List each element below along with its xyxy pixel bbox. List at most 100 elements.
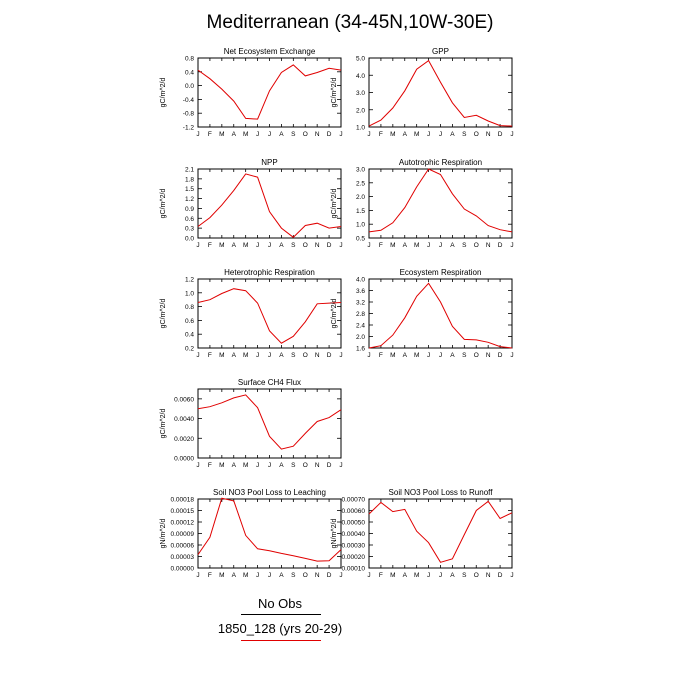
x-tick-label: O: [303, 352, 308, 359]
x-tick-label: J: [510, 131, 513, 138]
x-tick-label: O: [303, 572, 308, 579]
x-tick-label: A: [232, 462, 237, 469]
y-tick-label: 0.00012: [171, 520, 195, 527]
x-tick-label: J: [256, 131, 259, 138]
x-tick-label: F: [208, 242, 212, 249]
x-tick-label: A: [450, 131, 455, 138]
x-tick-label: A: [279, 462, 284, 469]
y-tick-label: 3.2: [356, 300, 365, 307]
x-tick-label: J: [196, 131, 199, 138]
y-axis-label: gN/m^2/d: [160, 519, 167, 549]
x-tick-label: J: [427, 131, 430, 138]
legend-obs-label: No Obs: [257, 596, 303, 611]
chart-panel: Ecosystem Respiration gC/m^2/d 4.0 3.6 3.2 2.…: [331, 268, 514, 359]
x-tick-label: N: [315, 352, 320, 359]
y-tick-label: 0.00060: [342, 508, 366, 515]
x-tick-label: F: [379, 131, 383, 138]
series-line: [197, 64, 342, 120]
x-tick-label: N: [486, 242, 491, 249]
x-tick-label: F: [208, 462, 212, 469]
panel-title: NPP: [261, 158, 277, 167]
y-tick-label: 0.00030: [342, 543, 366, 550]
y-axis-label: gC/m^2/d: [160, 409, 167, 439]
x-tick-label: M: [414, 572, 419, 579]
x-tick-label: J: [256, 572, 259, 579]
x-tick-label: J: [256, 462, 259, 469]
x-tick-label: N: [315, 572, 320, 579]
x-tick-label: S: [291, 242, 296, 249]
y-tick-label: 1.2: [185, 196, 194, 203]
x-tick-label: J: [510, 352, 513, 359]
plot-frame: [197, 278, 342, 349]
y-tick-label: 0.0020: [174, 436, 194, 443]
x-tick-label: S: [291, 131, 296, 138]
panel-title: Surface CH4 Flux: [238, 378, 301, 387]
x-tick-label: S: [291, 572, 296, 579]
x-tick-label: J: [268, 462, 271, 469]
x-tick-label: O: [303, 131, 308, 138]
x-tick-label: M: [243, 131, 248, 138]
legend-case-label: 1850_128 (yrs 20-29): [217, 621, 343, 636]
series-line: [368, 282, 513, 349]
y-axis-label: gN/m^2/d: [331, 519, 338, 549]
x-tick-label: A: [232, 352, 237, 359]
x-tick-label: J: [268, 242, 271, 249]
y-tick-label: 2.4: [356, 323, 365, 330]
y-tick-label: 0.0000: [174, 456, 194, 463]
y-tick-label: 1.8: [185, 176, 194, 183]
x-tick-label: S: [462, 352, 467, 359]
series-line: [368, 500, 513, 563]
y-tick-label: 0.9: [185, 206, 194, 213]
x-tick-label: D: [327, 462, 332, 469]
x-tick-label: M: [219, 572, 224, 579]
x-tick-label: J: [256, 242, 259, 249]
x-tick-label: J: [196, 352, 199, 359]
plot-frame: [197, 498, 342, 569]
x-tick-label: D: [498, 352, 503, 359]
x-tick-label: J: [427, 242, 430, 249]
x-tick-label: D: [498, 131, 503, 138]
panel-title: Autotrophic Respiration: [399, 158, 482, 167]
x-tick-label: J: [427, 352, 430, 359]
series-line: [197, 288, 342, 344]
x-tick-label: N: [315, 131, 320, 138]
x-tick-label: M: [390, 131, 395, 138]
series-line: [368, 59, 513, 127]
x-tick-label: S: [462, 572, 467, 579]
x-tick-label: J: [439, 352, 442, 359]
x-tick-label: N: [315, 462, 320, 469]
x-tick-label: A: [232, 131, 237, 138]
y-tick-label: -0.8: [183, 111, 195, 118]
panel-title: Heterotrophic Respiration: [224, 268, 315, 277]
series-line: [368, 168, 513, 233]
x-tick-label: M: [243, 242, 248, 249]
y-tick-label: 0.00010: [342, 566, 366, 573]
y-tick-label: 0.0040: [174, 416, 194, 423]
x-tick-label: A: [403, 242, 408, 249]
y-tick-label: 2.0: [356, 334, 365, 341]
x-tick-label: O: [474, 131, 479, 138]
chart-panel: Heterotrophic Respiration gC/m^2/d 1.2 1.0 0…: [160, 268, 343, 359]
x-tick-label: J: [256, 352, 259, 359]
x-tick-label: A: [279, 131, 284, 138]
y-tick-label: 3.0: [356, 90, 365, 97]
x-tick-label: D: [327, 352, 332, 359]
y-tick-label: 4.0: [356, 277, 365, 284]
x-tick-label: J: [439, 242, 442, 249]
y-tick-label: 2.0: [356, 194, 365, 201]
y-tick-label: 0.4: [185, 332, 194, 339]
x-tick-label: M: [390, 242, 395, 249]
x-tick-label: A: [232, 572, 237, 579]
x-tick-label: A: [403, 131, 408, 138]
page-title: Mediterranean (34-45N,10W-30E): [206, 12, 494, 33]
legend-obs-line: [241, 614, 321, 615]
y-tick-label: 0.0: [185, 83, 194, 90]
x-tick-label: M: [219, 131, 224, 138]
x-tick-label: J: [196, 572, 199, 579]
x-tick-label: J: [268, 131, 271, 138]
y-tick-label: 3.0: [356, 167, 365, 174]
x-tick-label: J: [367, 572, 370, 579]
panel-title: Ecosystem Respiration: [400, 268, 482, 277]
